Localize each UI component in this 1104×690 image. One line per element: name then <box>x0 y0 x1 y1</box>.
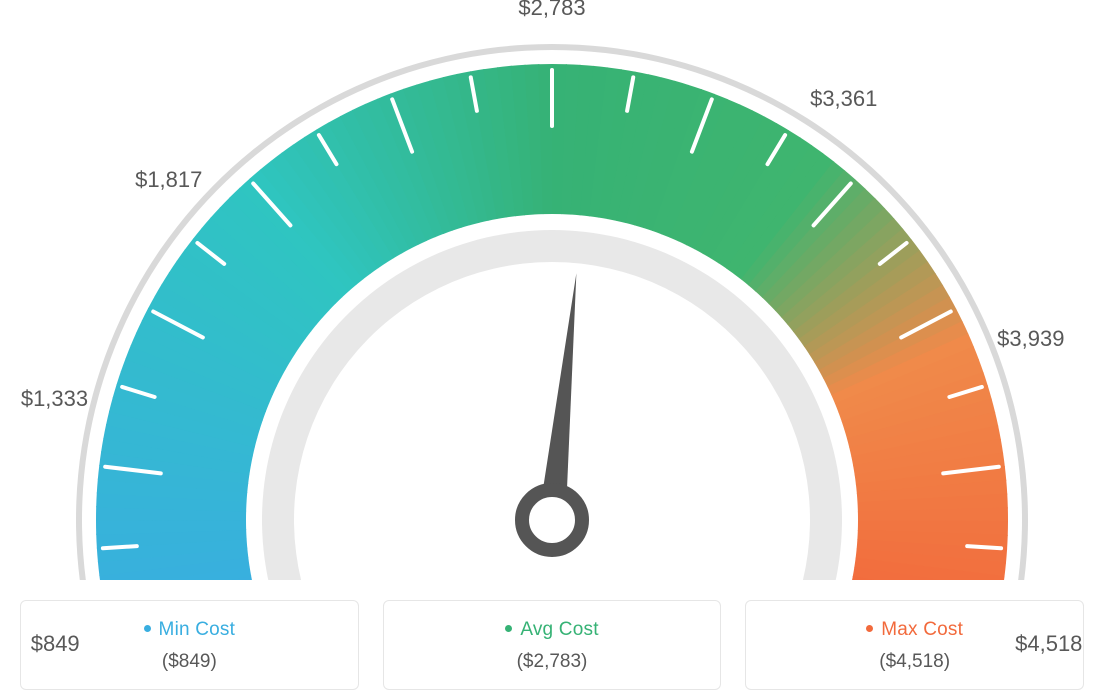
dot-avg <box>505 625 512 632</box>
legend-avg-value: ($2,783) <box>396 651 709 673</box>
legend-min-title: Min Cost <box>33 619 346 641</box>
gauge-tick-label: $2,783 <box>518 0 585 21</box>
legend-max-label: Max Cost <box>881 619 963 640</box>
legend-min-label: Min Cost <box>159 619 236 640</box>
gauge-tick-label: $3,361 <box>810 86 877 112</box>
legend-avg-label: Avg Cost <box>520 619 598 640</box>
gauge-tick-label: $1,333 <box>21 386 88 412</box>
dot-min <box>144 625 151 632</box>
gauge-chart: $849$1,333$1,817$2,783$3,361$3,939$4,518 <box>20 20 1084 580</box>
legend-min-value: ($849) <box>33 651 346 673</box>
legend-card-avg: Avg Cost ($2,783) <box>383 600 722 690</box>
gauge-tick-label: $1,817 <box>135 167 202 193</box>
gauge-tick-label: $3,939 <box>997 326 1064 352</box>
legend-avg-title: Avg Cost <box>396 619 709 641</box>
gauge-svg <box>20 20 1084 580</box>
gauge-tick-label: $4,518 <box>1015 631 1082 657</box>
dot-max <box>866 625 873 632</box>
legend-row: Min Cost ($849) Avg Cost ($2,783) Max Co… <box>20 600 1084 690</box>
gauge-tick-label: $849 <box>31 631 80 657</box>
